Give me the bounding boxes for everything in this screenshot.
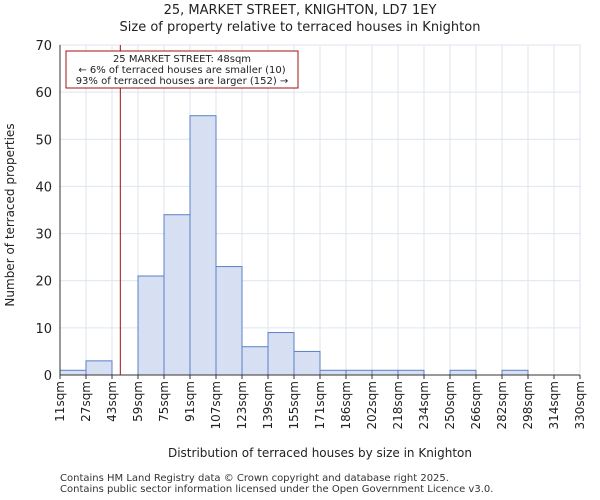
histogram-bar [163,214,191,376]
x-tick-label: 171sqm [313,381,327,429]
x-tick-label: 298sqm [521,381,535,429]
histogram-chart: 0 10 20 30 40 50 60 70 11sqm 27sqm 43sqm 59sqm 75sqm… [3,39,587,460]
annotation-layer: 25 MARKET STREET: 48sqm ← 6% of terraced… [65,50,299,89]
y-tick-label: 40 [35,180,52,195]
axis-layer: 0 10 20 30 40 50 60 70 11sqm 27sqm 43sqm 59sqm 75sqm… [35,39,587,429]
x-tick-label: 330sqm [573,381,587,429]
annotation-line-1: 25 MARKET STREET: 48sqm [113,54,251,65]
x-tick-label: 202sqm [365,381,379,429]
y-tick-label: 10 [35,322,52,337]
chart-subtitle: Size of property relative to terraced ho… [119,20,481,35]
y-tick-label: 50 [35,133,52,148]
y-tick-label: 60 [35,86,52,101]
footer-line-2: Contains public sector information licen… [60,484,494,495]
x-tick-label: 218sqm [391,381,405,429]
histogram-bar [345,369,373,376]
x-tick-label: 123sqm [235,381,249,429]
x-axis-label: Distribution of terraced houses by size … [168,446,472,460]
y-tick-label: 20 [35,275,52,290]
y-tick-label: 70 [35,39,52,54]
histogram-bar [319,369,347,376]
x-tick-label: 266sqm [469,381,483,429]
x-tick-label: 186sqm [339,381,353,429]
histogram-bar [59,369,87,376]
footer-line-1: Contains HM Land Registry data © Crown c… [60,473,449,484]
annotation-line-3: 93% of terraced houses are larger (152) … [76,76,289,87]
x-tick-label: 234sqm [417,381,431,429]
histogram-bar [241,346,269,376]
chart-title: 25, MARKET STREET, KNIGHTON, LD7 1EY [163,3,437,18]
annotation-box [65,50,299,89]
y-axis-label: Number of terraced properties [3,123,17,306]
histogram-bar [215,266,243,376]
x-tick-label: 43sqm [105,381,119,422]
histogram-bar [189,115,217,376]
x-tick-label: 314sqm [547,381,561,429]
histogram-bar [501,369,529,376]
histogram-bar [449,369,477,376]
bar-layer [59,115,529,376]
histogram-bar [397,369,425,376]
histogram-bar [137,275,165,376]
x-tick-label: 11sqm [53,381,67,422]
histogram-bar [293,350,321,376]
x-tick-label: 27sqm [79,381,93,422]
annotation-line-2: ← 6% of terraced houses are smaller (10) [78,65,285,76]
x-tick-label: 59sqm [131,381,145,422]
x-tick-label: 250sqm [443,381,457,429]
x-tick-label: 75sqm [157,381,171,422]
x-tick-label: 139sqm [261,381,275,429]
x-tick-label: 282sqm [495,381,509,429]
x-tick-label: 155sqm [287,381,301,429]
histogram-bar [85,360,113,376]
x-tick-label: 91sqm [183,381,197,422]
histogram-bar [371,369,399,376]
histogram-bar [267,332,295,376]
y-tick-label: 0 [44,369,52,384]
x-tick-label: 107sqm [209,381,223,429]
y-tick-label: 30 [35,228,52,243]
